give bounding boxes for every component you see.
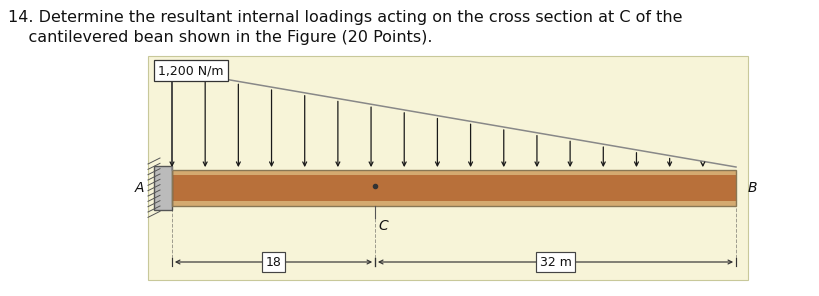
Text: B: B <box>748 181 758 195</box>
Bar <box>172 170 736 206</box>
Bar <box>172 170 736 175</box>
Text: C: C <box>378 219 387 233</box>
Text: 32 m: 32 m <box>540 255 572 268</box>
Bar <box>172 201 736 206</box>
Text: 18: 18 <box>265 255 282 268</box>
Bar <box>154 166 172 210</box>
Text: cantilevered bean shown in the Figure (20 Points).: cantilevered bean shown in the Figure (2… <box>8 30 432 45</box>
Text: A: A <box>134 181 144 195</box>
Text: 14. Determine the resultant internal loadings acting on the cross section at C o: 14. Determine the resultant internal loa… <box>8 10 682 25</box>
Text: 1,200 N/m: 1,200 N/m <box>158 64 224 77</box>
Bar <box>172 175 736 201</box>
Bar <box>148 56 748 280</box>
